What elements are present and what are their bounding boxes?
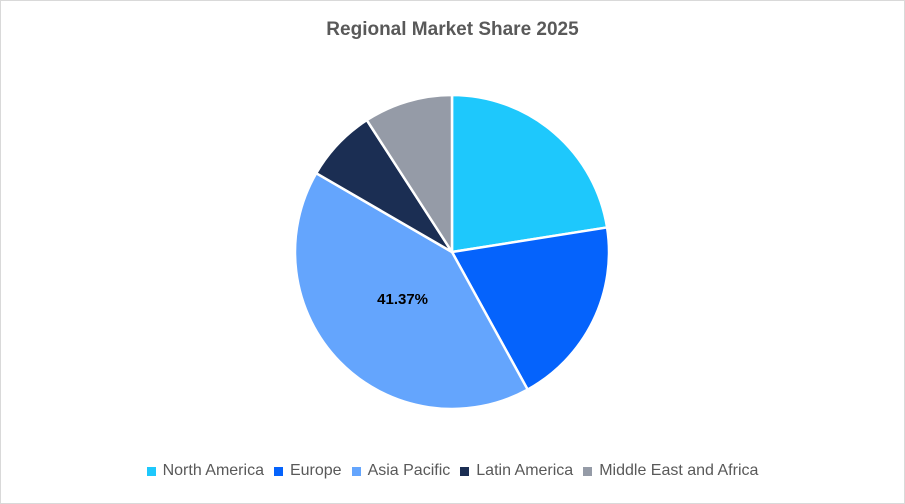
legend-label: Asia Pacific [367,462,451,479]
data-label-asia-pacific: 41.37% [377,291,428,308]
chart-title: Regional Market Share 2025 [326,19,579,40]
legend-swatch [583,466,593,476]
legend-swatch [460,466,470,476]
pie-slice-asia-pacific [293,171,529,411]
legend-swatch [273,466,283,476]
legend-label: Latin America [476,462,574,479]
pie-slice-europe [450,226,611,391]
pie-slice-north-america [450,93,609,254]
legend-label: North America [162,462,264,479]
legend-swatch [351,466,361,476]
legend-item-europe: Europe [273,462,342,480]
legend-swatch [146,466,156,476]
legend-item-middle-east-and-africa: Middle East and Africa [583,462,758,480]
pie-data-labels: 41.37% [377,291,428,308]
legend-item-north-america: North America [146,462,264,480]
pie-slice-middle-east-and-africa [365,93,454,254]
chart-legend: North America Europe Asia Pacific Latin Ame… [0,462,905,480]
legend-label: Europe [289,462,342,479]
legend-label: Middle East and Africa [599,462,759,479]
legend-item-latin-america: Latin America [460,462,573,480]
legend-item-asia-pacific: Asia Pacific [351,462,451,480]
pie-slices [293,93,611,411]
